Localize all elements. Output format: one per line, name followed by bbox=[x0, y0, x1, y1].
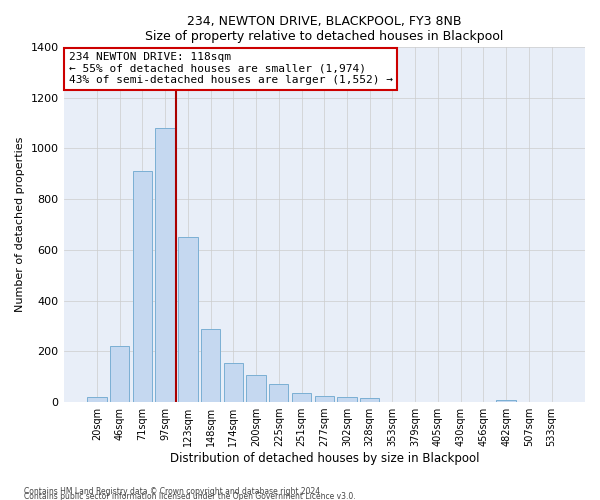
Title: 234, NEWTON DRIVE, BLACKPOOL, FY3 8NB
Size of property relative to detached hous: 234, NEWTON DRIVE, BLACKPOOL, FY3 8NB Si… bbox=[145, 15, 503, 43]
Bar bbox=[314, 396, 334, 402]
Bar bbox=[337, 397, 356, 402]
Bar bbox=[201, 328, 220, 402]
Bar bbox=[496, 400, 516, 402]
Text: Contains public sector information licensed under the Open Government Licence v3: Contains public sector information licen… bbox=[24, 492, 356, 500]
Y-axis label: Number of detached properties: Number of detached properties bbox=[15, 137, 25, 312]
Bar bbox=[269, 384, 289, 402]
Bar bbox=[224, 363, 243, 402]
Text: Contains HM Land Registry data © Crown copyright and database right 2024.: Contains HM Land Registry data © Crown c… bbox=[24, 486, 323, 496]
Bar bbox=[178, 237, 197, 402]
X-axis label: Distribution of detached houses by size in Blackpool: Distribution of detached houses by size … bbox=[170, 452, 479, 465]
Bar bbox=[360, 398, 379, 402]
Bar bbox=[133, 171, 152, 402]
Text: 234 NEWTON DRIVE: 118sqm
← 55% of detached houses are smaller (1,974)
43% of sem: 234 NEWTON DRIVE: 118sqm ← 55% of detach… bbox=[69, 52, 393, 86]
Bar bbox=[292, 393, 311, 402]
Bar bbox=[155, 128, 175, 402]
Bar bbox=[87, 397, 107, 402]
Bar bbox=[110, 346, 130, 402]
Bar bbox=[247, 376, 266, 402]
